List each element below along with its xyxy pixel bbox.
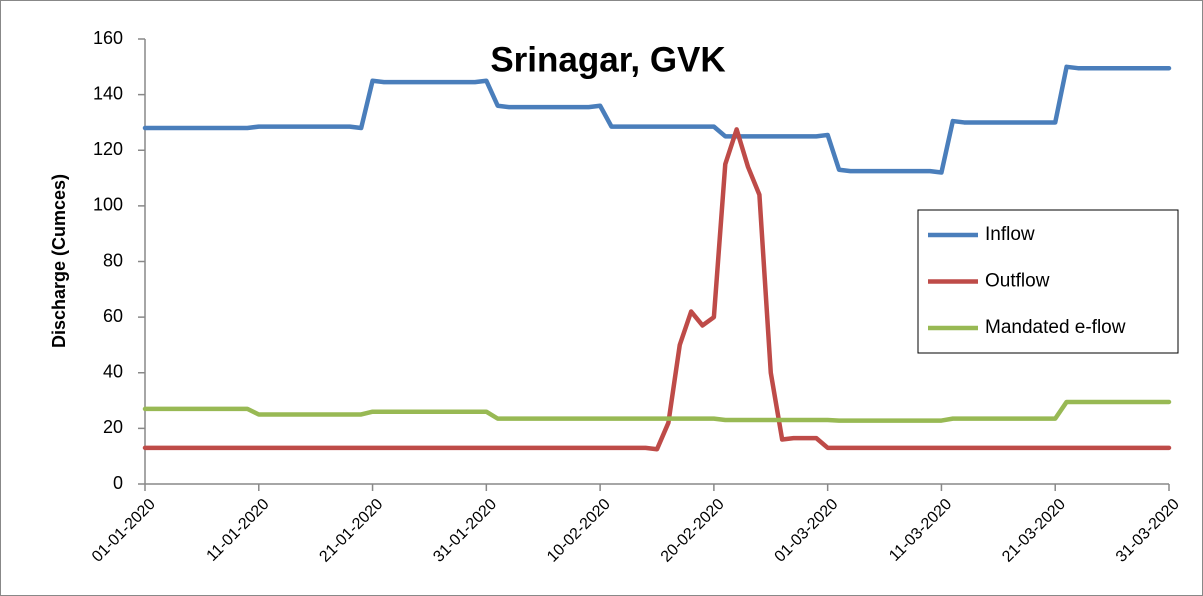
y-tick-label: 0	[113, 473, 123, 493]
y-tick-label: 80	[103, 250, 123, 270]
series-line	[142, 399, 1172, 423]
series-line	[142, 64, 1172, 175]
y-tick-label: 120	[93, 139, 123, 159]
y-axis-label: Discharge (Cumces)	[49, 174, 69, 348]
y-tick-label: 100	[93, 195, 123, 215]
y-tick-label: 20	[103, 417, 123, 437]
y-tick-label: 60	[103, 306, 123, 326]
legend-label: Outflow	[985, 271, 1050, 292]
y-tick-label: 160	[93, 28, 123, 48]
y-tick-label: 140	[93, 83, 123, 103]
chart-title: Srinagar, GVK	[490, 40, 725, 79]
legend-label: Inflow	[985, 224, 1035, 245]
legend-label: Mandated e-flow	[985, 317, 1126, 338]
y-tick-label: 40	[103, 362, 123, 382]
series-line	[142, 127, 1172, 452]
